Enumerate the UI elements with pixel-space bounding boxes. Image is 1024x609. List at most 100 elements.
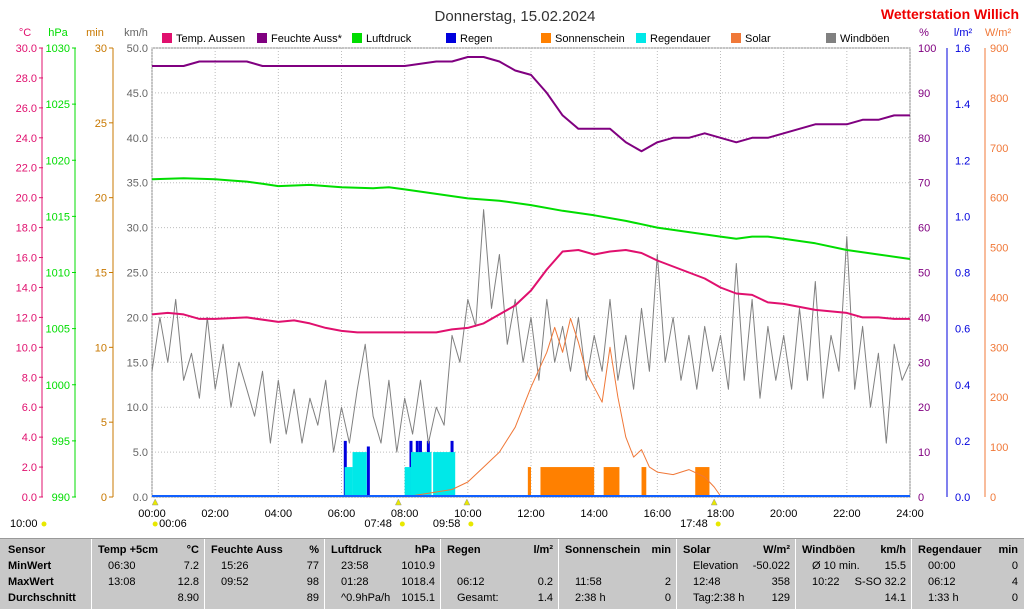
tick-rain-3: 0.6 xyxy=(955,324,970,336)
stat-cell: 77 xyxy=(306,560,319,572)
marker-label-1: 00:06 xyxy=(159,518,187,530)
row-labels: Sensor MinWert MaxWert Durchschnitt xyxy=(8,539,92,609)
tick-minutes-2: 10 xyxy=(95,342,107,354)
tick-rain-5: 1.0 xyxy=(955,211,970,223)
stat-cell: S-SO 32.2 xyxy=(854,576,906,588)
axes: °C 0.0 2.0 4.0 6.0 8.0 10.0 12.0 14.0 16.0 18.0 20.… xyxy=(16,27,1012,520)
tick-humidity-1: 10 xyxy=(918,447,930,459)
stat-cell: °C xyxy=(186,544,199,556)
stat-cell: 11:58 xyxy=(575,576,602,588)
stat-cell: 0.2 xyxy=(537,576,553,588)
stat-cell: 15.5 xyxy=(884,560,906,572)
stat-column-2: Luftdruck hPa 23:58 1010.9 01:28 1018.4 ^0.9hP… xyxy=(325,539,441,609)
tick-wind-10: 50.0 xyxy=(127,43,148,55)
tick-time-6: 12:00 xyxy=(517,508,545,520)
series-line-solar xyxy=(404,317,721,498)
tick-humidity-8: 80 xyxy=(918,133,930,145)
stat-cell: ^0.9hPa/h xyxy=(341,592,391,604)
stat-cell: 06:12 xyxy=(457,576,485,588)
tick-humidity-10: 100 xyxy=(918,43,936,55)
stat-cell: 0 xyxy=(664,592,671,604)
marker-label-2: 07:48 xyxy=(364,518,392,530)
tick-solar-8: 800 xyxy=(990,93,1008,105)
legend-label-solar: Solar xyxy=(745,33,771,45)
tick-time-4: 08:00 xyxy=(391,508,419,520)
tick-wind-7: 35.0 xyxy=(127,178,148,190)
tick-solar-0: 0 xyxy=(990,492,996,504)
stat-cell: 4 xyxy=(1011,576,1018,588)
series-line-temp xyxy=(151,249,910,334)
bar-rainduration-0 xyxy=(344,467,353,497)
tick-time-3: 06:00 xyxy=(328,508,356,520)
stat-cell: km/h xyxy=(880,544,906,556)
plot-area xyxy=(151,56,911,498)
tick-wind-5: 25.0 xyxy=(127,268,148,280)
tick-wind-3: 15.0 xyxy=(127,357,148,369)
stat-cell: 15:26 xyxy=(221,560,249,572)
stat-cell: Windböen xyxy=(802,544,856,556)
marker-label-4: 17:48 xyxy=(680,518,708,530)
tick-pressure-1: 995 xyxy=(52,436,70,448)
tick-minutes-1: 5 xyxy=(101,417,107,429)
series-line-gust xyxy=(151,209,911,453)
stat-cell: Sonnenschein xyxy=(565,544,641,556)
axis-unit-rain: l/m² xyxy=(954,27,973,39)
tick-solar-2: 200 xyxy=(990,392,1008,404)
bar-sunshine-1 xyxy=(540,467,592,497)
column-separator xyxy=(324,539,325,609)
marker-dot-3 xyxy=(468,521,474,527)
tick-humidity-9: 90 xyxy=(918,88,930,100)
tick-rain-6: 1.2 xyxy=(955,155,970,167)
tick-temp-12: 24.0 xyxy=(16,133,37,145)
tick-wind-6: 30.0 xyxy=(127,223,148,235)
tick-wind-1: 5.0 xyxy=(133,447,148,459)
legend-swatch-sunshine xyxy=(541,33,551,43)
bar-rainduration-3 xyxy=(410,452,432,497)
stat-cell: 2 xyxy=(664,576,671,588)
bar-sunshine-0 xyxy=(527,467,531,497)
bar-sunshine-3 xyxy=(603,467,620,497)
tick-temp-4: 8.0 xyxy=(22,372,37,384)
tick-wind-2: 10.0 xyxy=(127,402,148,414)
stat-cell: 89 xyxy=(306,592,319,604)
tick-time-2: 04:00 xyxy=(265,508,293,520)
chart-title: Donnerstag, 15.02.2024 xyxy=(435,8,596,25)
stat-column-6: Windböen km/h Ø 10 min. 15.5 10:22 S-SO 32.2 1… xyxy=(796,539,912,609)
tick-minutes-5: 25 xyxy=(95,118,107,130)
stat-cell: 1010.9 xyxy=(401,560,435,572)
stat-cell: min xyxy=(998,544,1018,556)
tick-solar-1: 100 xyxy=(990,442,1008,454)
tick-humidity-5: 50 xyxy=(918,268,930,280)
tick-time-10: 20:00 xyxy=(770,508,798,520)
stat-cell: Gesamt: xyxy=(457,592,499,604)
tick-wind-0: 0.0 xyxy=(133,492,148,504)
axis-unit-solar: W/m² xyxy=(985,27,1012,39)
legend-label-pressure: Luftdruck xyxy=(366,33,412,45)
tick-time-9: 18:00 xyxy=(707,508,735,520)
column-separator xyxy=(204,539,205,609)
column-separator xyxy=(440,539,441,609)
legend: Temp. Aussen Feuchte Auss* Luftdruck Regen S… xyxy=(162,33,890,45)
stat-cell: 7.2 xyxy=(183,560,199,572)
series-line-pressure xyxy=(151,177,911,260)
tick-temp-9: 18.0 xyxy=(16,223,37,235)
stat-column-7: Regendauer min 00:00 0 06:12 4 1:33 h 0 xyxy=(912,539,1024,609)
tick-humidity-2: 20 xyxy=(918,402,930,414)
bar-rainduration-2 xyxy=(404,467,411,497)
stat-cell: Solar xyxy=(683,544,711,556)
bar-rain-1 xyxy=(366,446,370,497)
tick-pressure-7: 1025 xyxy=(46,99,70,111)
stat-cell: min xyxy=(651,544,671,556)
stat-cell: 01:28 xyxy=(341,576,369,588)
tick-pressure-4: 1010 xyxy=(46,268,70,280)
stat-cell: Elevation xyxy=(693,560,739,572)
bar-rainduration-1 xyxy=(352,452,367,497)
stat-cell: 8.90 xyxy=(177,592,199,604)
axis-unit-wind: km/h xyxy=(124,27,148,39)
tick-solar-9: 900 xyxy=(990,43,1008,55)
stat-cell: 1015.1 xyxy=(401,592,435,604)
tick-wind-8: 40.0 xyxy=(127,133,148,145)
stat-cell: 129 xyxy=(771,592,790,604)
axis-unit-temp: °C xyxy=(19,27,31,39)
stat-cell: Ø 10 min. xyxy=(812,560,860,572)
